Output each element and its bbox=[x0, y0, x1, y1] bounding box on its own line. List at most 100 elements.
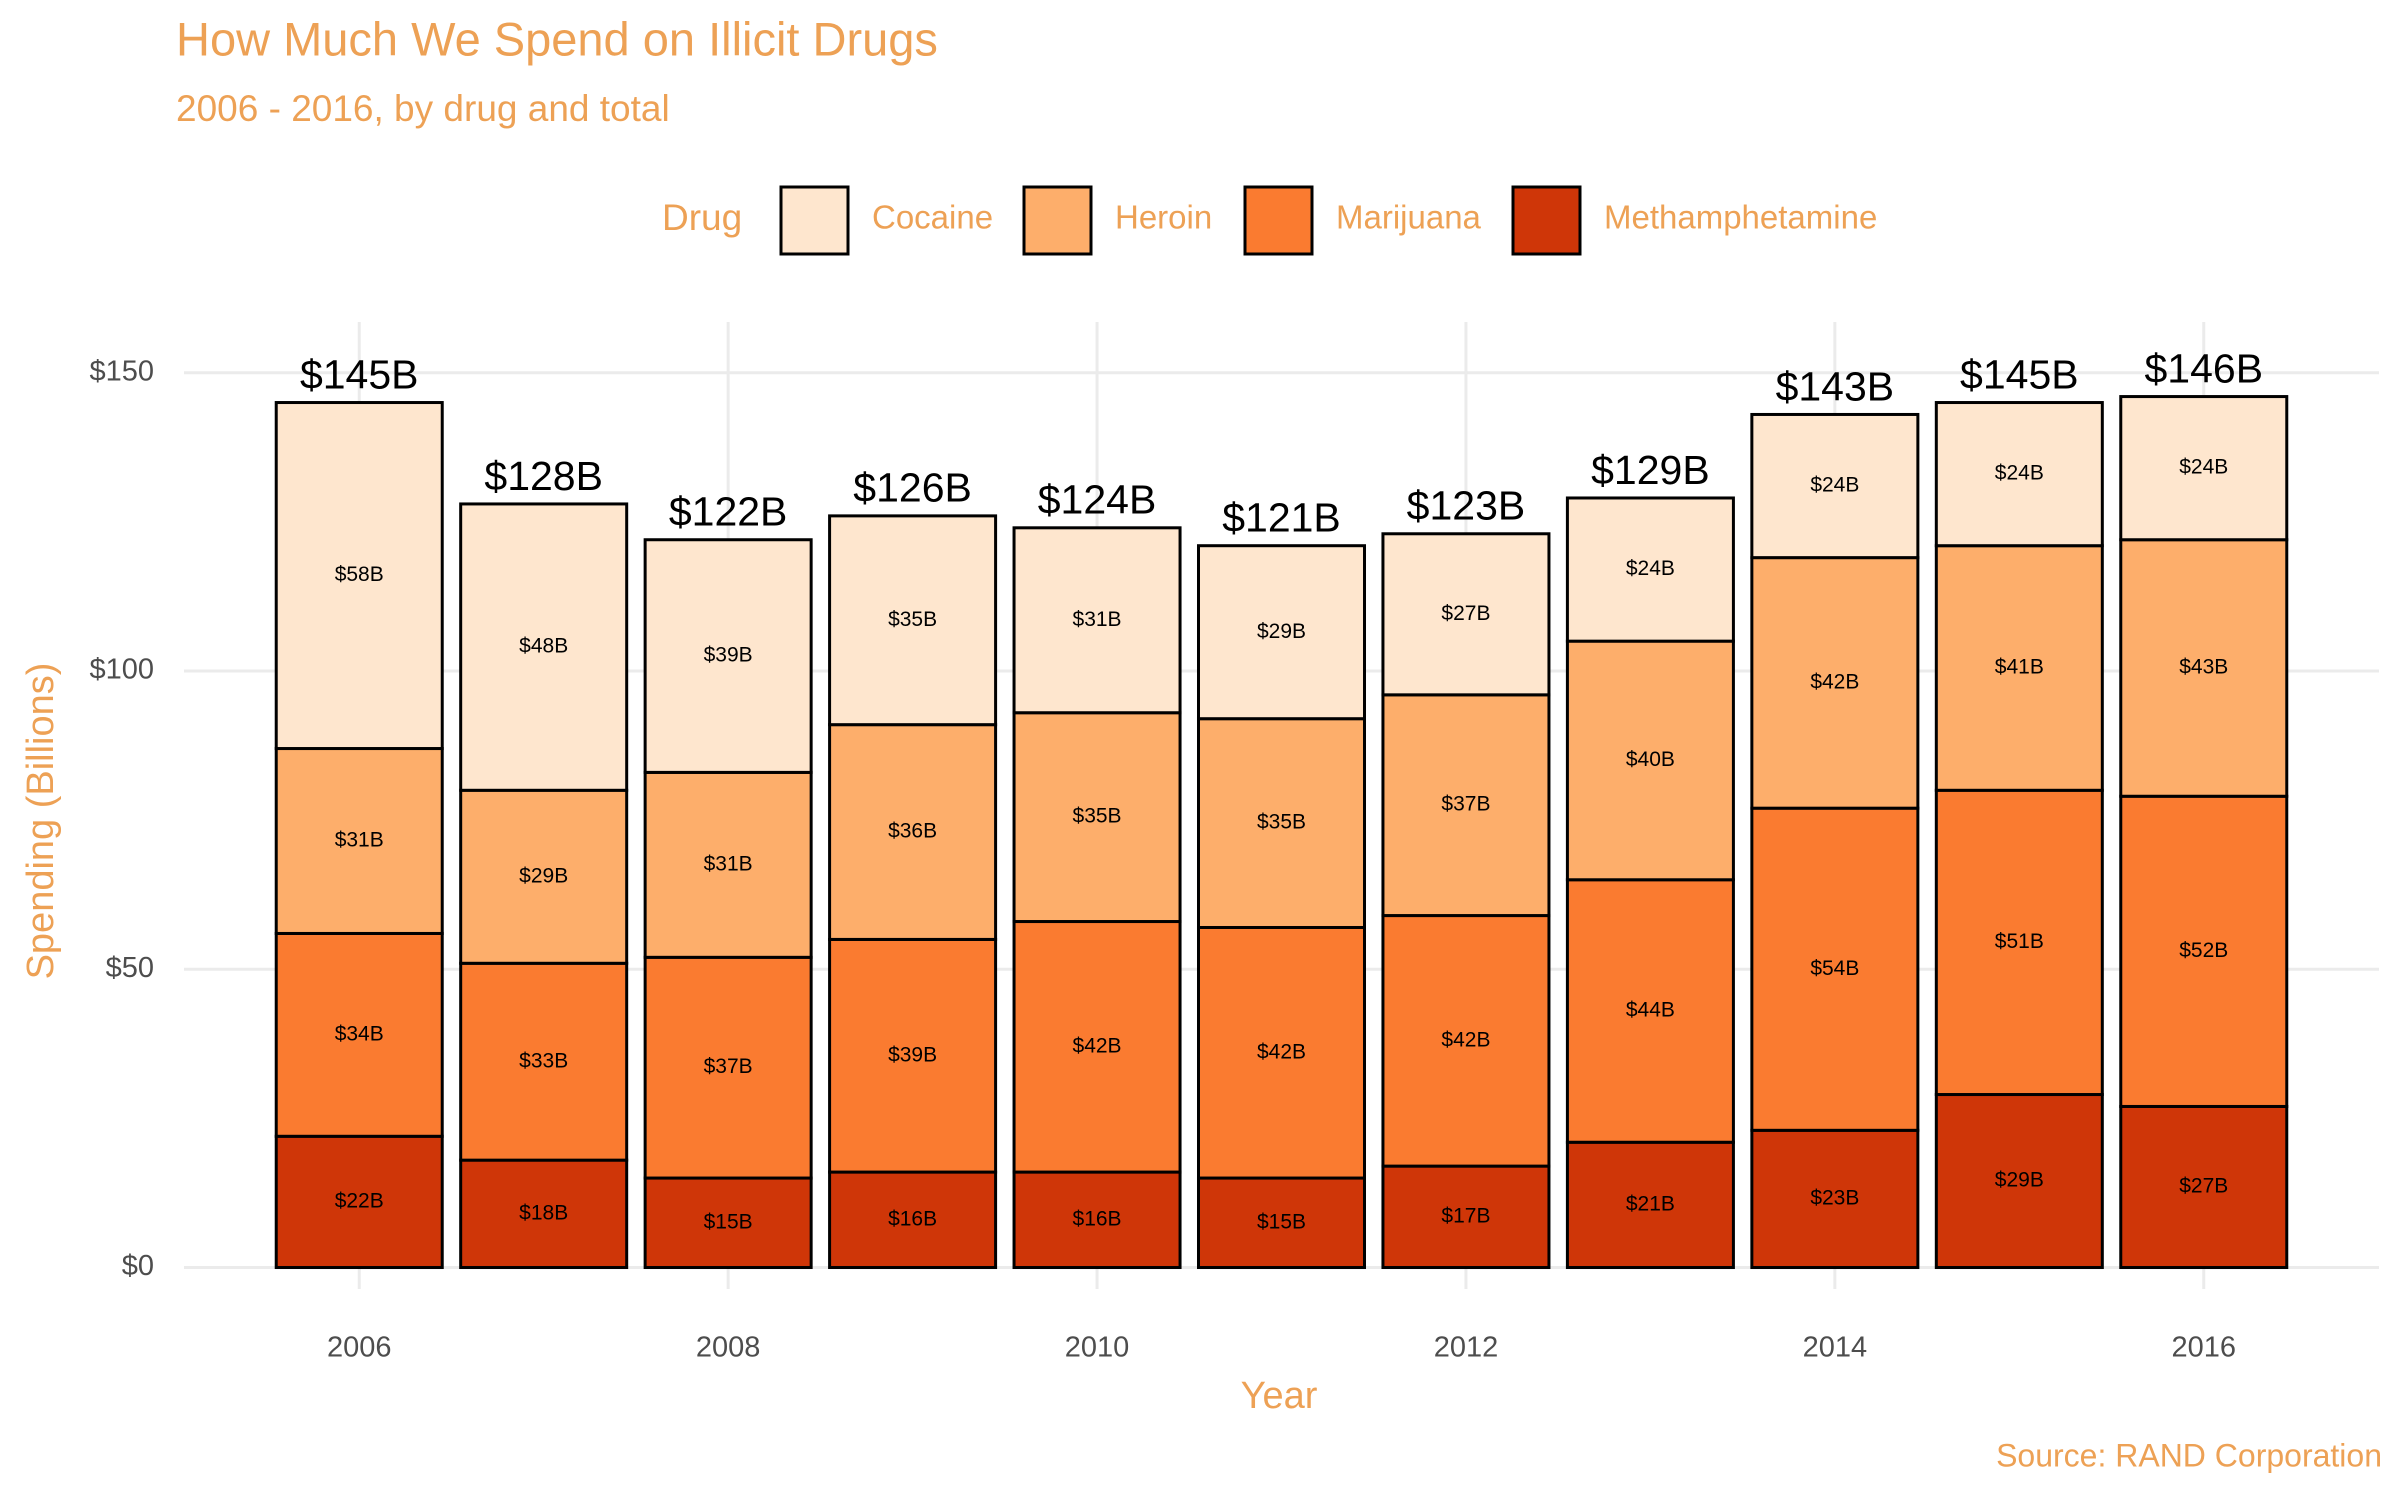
x-tick-label: 2006 bbox=[327, 1332, 392, 1364]
segment-label: $44B bbox=[1626, 999, 1675, 1022]
total-label: $123B bbox=[1407, 483, 1526, 529]
total-label: $129B bbox=[1591, 447, 1710, 493]
bar-segment bbox=[1012, 526, 1182, 715]
segment-label: $24B bbox=[1995, 462, 2044, 485]
bar-segment bbox=[1196, 717, 1367, 929]
segment-label: $35B bbox=[1257, 811, 1306, 834]
bar-segment bbox=[1381, 532, 1551, 697]
segment-label: $16B bbox=[1073, 1207, 1122, 1230]
total-label: $128B bbox=[484, 453, 603, 499]
segment-label: $29B bbox=[1257, 620, 1306, 643]
legend-swatch bbox=[1511, 185, 1582, 256]
segment-label: $31B bbox=[1073, 608, 1122, 631]
bar-segment bbox=[1565, 639, 1735, 882]
bar-segment bbox=[643, 538, 813, 774]
segment-label: $42B bbox=[1257, 1040, 1306, 1063]
legend-label: Cocaine bbox=[872, 199, 993, 236]
segment-label: $37B bbox=[1441, 793, 1490, 816]
bar-segment bbox=[1934, 401, 2104, 548]
bar-segment bbox=[828, 514, 998, 727]
total-label: $124B bbox=[1038, 477, 1157, 523]
total-label: $121B bbox=[1222, 495, 1341, 541]
segment-label: $31B bbox=[704, 852, 753, 875]
bar-segment bbox=[2119, 794, 2289, 1108]
segment-label: $15B bbox=[1257, 1210, 1306, 1233]
segment-label: $29B bbox=[1995, 1169, 2044, 1192]
chart-subtitle: 2006 - 2016, by drug and total bbox=[176, 88, 670, 129]
segment-label: $31B bbox=[335, 829, 384, 852]
segment-label: $24B bbox=[1810, 474, 1859, 497]
bar-segment bbox=[1381, 1164, 1551, 1270]
segment-label: $41B bbox=[1995, 656, 2044, 679]
bar-segment bbox=[274, 401, 444, 751]
total-label: $143B bbox=[1776, 363, 1895, 409]
legend-label: Methamphetamine bbox=[1604, 199, 1877, 236]
segment-label: $37B bbox=[704, 1055, 753, 1078]
bar-segment bbox=[643, 1176, 813, 1270]
segment-label: $27B bbox=[1441, 602, 1490, 625]
segment-label: $43B bbox=[2179, 656, 2228, 679]
y-axis-title: Spending (Billions) bbox=[20, 663, 62, 980]
y-tick-label: $50 bbox=[106, 952, 154, 984]
legend-swatch bbox=[1243, 185, 1314, 256]
bar-segment bbox=[459, 961, 629, 1162]
bar-segment bbox=[274, 931, 444, 1138]
bar-segment bbox=[459, 788, 629, 965]
bar-segment bbox=[1565, 878, 1735, 1144]
bar-segment bbox=[1381, 914, 1551, 1168]
bar-segment bbox=[643, 770, 813, 959]
total-label: $145B bbox=[300, 351, 419, 397]
bar-segment bbox=[1750, 412, 1920, 560]
segment-label: $39B bbox=[704, 644, 753, 667]
segment-label: $36B bbox=[888, 820, 937, 843]
bar-segment bbox=[2119, 1104, 2289, 1270]
segment-label: $42B bbox=[1441, 1028, 1490, 1051]
total-label: $145B bbox=[1960, 351, 2079, 397]
bar-segment bbox=[1012, 1170, 1182, 1270]
bar-segment bbox=[1565, 496, 1735, 643]
source-note: Source: RAND Corporation bbox=[1996, 1437, 2382, 1473]
segment-label: $24B bbox=[2179, 456, 2228, 479]
segment-label: $21B bbox=[1626, 1192, 1675, 1215]
bar-segment bbox=[1934, 544, 2104, 792]
segment-label: $24B bbox=[1626, 557, 1675, 580]
bar-segment bbox=[1196, 544, 1367, 721]
segment-label: $35B bbox=[1073, 805, 1122, 828]
segment-label: $17B bbox=[1441, 1204, 1490, 1227]
x-tick-label: 2014 bbox=[1803, 1332, 1868, 1364]
segment-label: $34B bbox=[335, 1022, 384, 1045]
segment-label: $18B bbox=[519, 1201, 568, 1224]
legend-swatch bbox=[779, 185, 850, 256]
x-axis-title: Year bbox=[1241, 1375, 1318, 1417]
chart-title: How Much We Spend on Illicit Drugs bbox=[176, 12, 938, 65]
bar-segment bbox=[643, 955, 813, 1180]
bar-segment bbox=[2119, 395, 2289, 542]
bar-segment bbox=[459, 1158, 629, 1270]
y-tick-label: $150 bbox=[89, 355, 154, 387]
legend-label: Heroin bbox=[1115, 199, 1212, 236]
segment-label: $40B bbox=[1626, 748, 1675, 771]
segment-label: $35B bbox=[888, 608, 937, 631]
legend-swatch bbox=[1022, 185, 1093, 256]
segment-label: $54B bbox=[1810, 957, 1859, 980]
bar-segment bbox=[274, 747, 444, 935]
bar-segment bbox=[1750, 806, 1920, 1132]
segment-label: $42B bbox=[1073, 1034, 1122, 1057]
segment-label: $33B bbox=[519, 1049, 568, 1072]
total-label: $146B bbox=[2144, 345, 2263, 391]
bar-segment bbox=[828, 1170, 998, 1270]
segment-label: $23B bbox=[1810, 1186, 1859, 1209]
legend-title: Drug bbox=[662, 197, 742, 238]
segment-label: $52B bbox=[2179, 939, 2228, 962]
x-tick-label: 2016 bbox=[2172, 1332, 2237, 1364]
segment-label: $27B bbox=[2179, 1175, 2228, 1198]
segment-label: $16B bbox=[888, 1207, 937, 1230]
segment-label: $51B bbox=[1995, 930, 2044, 953]
segment-label: $15B bbox=[704, 1210, 753, 1233]
bar-segment bbox=[459, 502, 629, 792]
bar-segment bbox=[1381, 693, 1551, 918]
segment-label: $58B bbox=[335, 563, 384, 586]
segment-label: $39B bbox=[888, 1043, 937, 1066]
